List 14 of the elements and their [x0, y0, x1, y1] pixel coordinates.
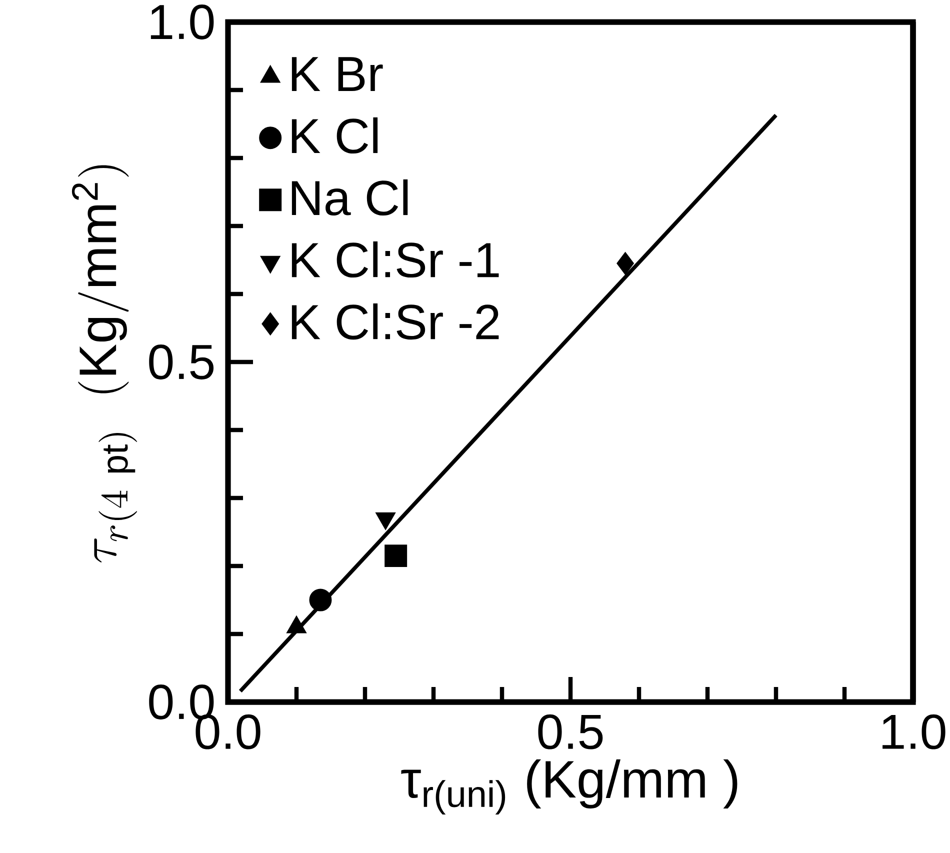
point: [309, 588, 332, 612]
x-tick-label: 0.5: [538, 714, 603, 750]
y-tick-label: 1.0: [150, 4, 214, 40]
legend-label: K Cl:Sr -2: [292, 303, 499, 340]
point: [384, 544, 408, 568]
x-tick-label: 1.0: [882, 714, 946, 750]
legend-label: K Br: [292, 57, 383, 92]
x-axis-title: τ$_{r(uni)}$ (Kg/mm ): [401, 759, 738, 815]
point: [616, 252, 634, 275]
y-tick-label: 0.5: [149, 344, 214, 380]
legend-label: K Cl: [292, 117, 378, 154]
legend-label: Na Cl: [292, 179, 408, 216]
y-axis-title: $\tau_{r(4\ \mathrm{pt})}\ \ (\mathrm{Kg/mm^{2}})$: [72, 165, 138, 562]
legend-label: K Cl:Sr -1: [292, 241, 499, 278]
